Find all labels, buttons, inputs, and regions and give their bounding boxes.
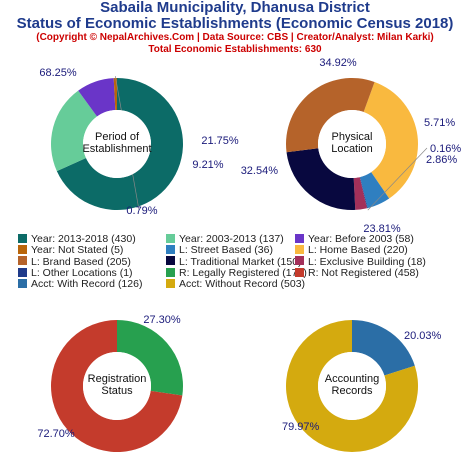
legend-item: R: Legally Registered (172) xyxy=(166,267,307,280)
legend-item: L: Traditional Market (150) xyxy=(166,256,302,269)
legend-label: R: Legally Registered (172) xyxy=(179,266,307,279)
legend-swatch xyxy=(166,245,175,255)
donut-hole xyxy=(318,352,386,420)
slice-percent-label: 0.79% xyxy=(126,205,157,217)
center-label: Physical xyxy=(332,131,373,143)
legend-swatch xyxy=(295,245,304,255)
legend-swatch xyxy=(295,233,304,243)
slice-percent-label: 34.92% xyxy=(319,57,357,69)
legend-swatch xyxy=(18,256,27,266)
donut-slice xyxy=(286,148,356,210)
legend-item: Acct: With Record (126) xyxy=(18,278,142,291)
legend-label: L: Traditional Market (150) xyxy=(179,255,302,268)
donut-slice xyxy=(286,320,419,453)
slice-percent-label: 5.71% xyxy=(424,117,455,129)
donut-hole xyxy=(83,352,151,420)
slice-percent-label: 21.75% xyxy=(201,135,239,147)
legend-item: L: Exclusive Building (18) xyxy=(295,256,426,269)
slice-percent-label: 68.25% xyxy=(39,67,77,79)
legend-label: L: Home Based (220) xyxy=(308,244,408,257)
slice-percent-label: 79.97% xyxy=(282,421,320,433)
legend-item: L: Brand Based (205) xyxy=(18,256,131,269)
donut-slice xyxy=(353,177,368,210)
donut-slice xyxy=(113,78,117,111)
slice-leader-line xyxy=(367,147,428,211)
donut-slice xyxy=(56,78,183,210)
legend-label: L: Exclusive Building (18) xyxy=(308,255,426,268)
slice-percent-label: 9.21% xyxy=(192,159,223,171)
donut-slice xyxy=(117,320,184,396)
chart-title-line2: Status of Economic Establishments (Econo… xyxy=(16,15,454,32)
copyright-note: (Copyright © NepalArchives.Com | Data So… xyxy=(36,32,434,43)
legend-swatch xyxy=(166,267,175,277)
total-establishments: Total Economic Establishments: 630 xyxy=(148,44,322,55)
donut-slice xyxy=(352,320,415,376)
center-label: Status xyxy=(101,385,133,397)
legend-item: L: Home Based (220) xyxy=(295,244,408,257)
center-label: Location xyxy=(331,143,373,155)
slice-percent-label: 20.03% xyxy=(404,330,442,342)
donut-slice xyxy=(359,177,368,209)
legend-item: Year: 2013-2018 (430) xyxy=(18,233,136,246)
donut-hole xyxy=(318,110,386,178)
legend-label: Acct: Without Record (503) xyxy=(179,278,306,291)
legend-label: Year: 2013-2018 (430) xyxy=(31,233,136,245)
legend-label: L: Brand Based (205) xyxy=(31,255,131,268)
slice-percent-label: 32.54% xyxy=(241,165,279,177)
center-label: Establishment xyxy=(82,143,151,155)
legend-swatch xyxy=(166,233,175,243)
donut-slice xyxy=(360,172,390,209)
legend-label: Year: 2003-2013 (137) xyxy=(179,233,284,245)
slice-percent-label: 72.70% xyxy=(37,428,75,440)
legend-swatch xyxy=(166,256,175,266)
donut-slice xyxy=(51,90,98,172)
legend-swatch xyxy=(18,245,27,255)
legend-item: Year: 2003-2013 (137) xyxy=(166,233,284,246)
legend-swatch xyxy=(295,267,304,277)
donut-slice xyxy=(363,81,419,199)
donut-slice xyxy=(51,320,183,452)
legend-item: Acct: Without Record (503) xyxy=(166,278,305,291)
legend-swatch xyxy=(18,233,27,243)
center-label: Registration xyxy=(88,373,147,385)
slice-percent-label: 2.86% xyxy=(426,154,457,166)
legend-swatch xyxy=(18,278,27,288)
donut-hole xyxy=(83,110,151,178)
legend-label: R: Not Registered (458) xyxy=(308,266,419,279)
legend-label: Acct: With Record (126) xyxy=(31,278,143,291)
legend-item: L: Other Locations (1) xyxy=(18,267,133,280)
legend-label: L: Other Locations (1) xyxy=(31,266,133,279)
center-label: Records xyxy=(332,385,373,397)
center-label: Period of xyxy=(95,131,140,143)
legend-swatch xyxy=(166,278,175,288)
slice-percent-label: 0.16% xyxy=(430,143,461,155)
legend-swatch xyxy=(18,267,27,277)
chart-header: Sabaila Municipality, Dhanusa District S… xyxy=(0,0,470,56)
legend-label: Year: Not Stated (5) xyxy=(31,244,124,257)
slice-percent-label: 27.30% xyxy=(143,314,181,326)
legend-label: Year: Before 2003 (58) xyxy=(308,233,414,245)
donut-slice xyxy=(286,78,375,153)
legend-swatch xyxy=(295,256,304,266)
slice-percent-label: 23.81% xyxy=(363,223,401,235)
chart-title-line1: Sabaila Municipality, Dhanusa District xyxy=(100,0,370,16)
legend-item: Year: Before 2003 (58) xyxy=(295,233,414,246)
center-label: Accounting xyxy=(325,373,379,385)
legend-item: R: Not Registered (458) xyxy=(295,267,419,280)
legend-item: Year: Not Stated (5) xyxy=(18,244,123,257)
legend-label: L: Street Based (36) xyxy=(179,244,273,257)
legend-item: L: Street Based (36) xyxy=(166,244,273,257)
donut-slice xyxy=(78,78,116,117)
